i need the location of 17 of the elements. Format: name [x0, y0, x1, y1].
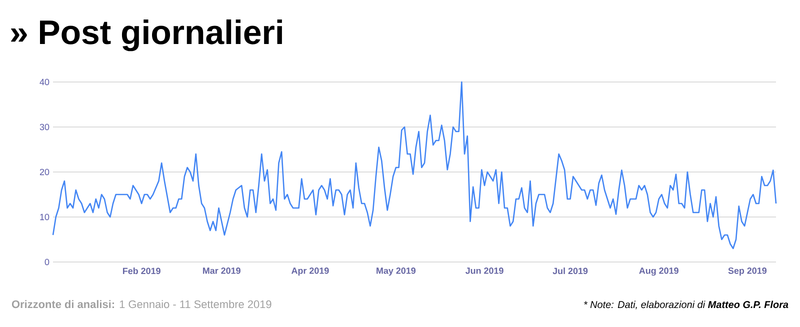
y-tick-label: 20: [40, 168, 50, 176]
y-tick-label: 40: [40, 78, 50, 86]
x-tick-label: Aug 2019: [639, 268, 678, 276]
y-tick-label: 0: [44, 258, 50, 266]
text: * Note: Dati, elaborazioni di Matteo G.P. Flora: [584, 300, 788, 310]
x-tick-label: May 2019: [376, 268, 416, 276]
x-tick-label: Jun 2019: [465, 268, 504, 274]
y-tick-label: 10: [40, 214, 50, 220]
line-series: [52, 81, 777, 250]
x-tick-label: Mar 2019: [203, 268, 240, 274]
x-tick-label: Apr 2019: [291, 268, 329, 276]
chart-title: » Post giornalieri: [11, 19, 282, 52]
x-tick-label: Jul 2019: [552, 268, 588, 274]
x-tick-label: Feb 2019: [122, 268, 160, 274]
x-tick-label: Sep 2019: [728, 268, 767, 276]
text: Orizzonte di analisi: 1 Gennaio - 11 Settembre 2019: [12, 300, 272, 308]
y-tick-label: 30: [40, 124, 50, 130]
